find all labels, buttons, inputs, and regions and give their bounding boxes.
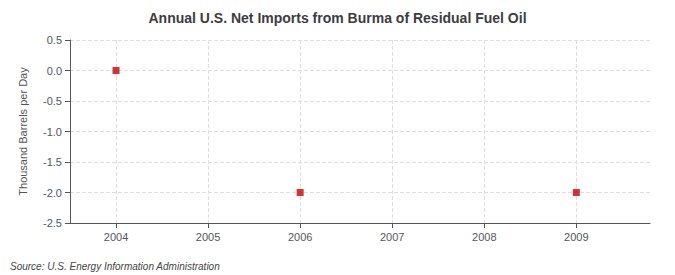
svg-text:0.5: 0.5 [47, 34, 62, 46]
svg-text:2006: 2006 [288, 231, 312, 243]
svg-text:2005: 2005 [196, 231, 220, 243]
svg-text:2008: 2008 [472, 231, 496, 243]
svg-text:2007: 2007 [380, 231, 404, 243]
svg-text:Source: U.S. Energy Informatio: Source: U.S. Energy Information Administ… [10, 261, 220, 272]
svg-text:-1.5: -1.5 [43, 156, 62, 168]
svg-text:Annual U.S. Net Imports from B: Annual U.S. Net Imports from Burma of Re… [148, 10, 526, 26]
svg-text:-2.0: -2.0 [43, 187, 62, 199]
svg-text:-2.5: -2.5 [43, 217, 62, 229]
svg-text:2004: 2004 [104, 231, 128, 243]
svg-text:Thousand Barrels per Day: Thousand Barrels per Day [17, 67, 29, 196]
svg-text:0.0: 0.0 [47, 65, 62, 77]
svg-text:-0.5: -0.5 [43, 95, 62, 107]
svg-text:2009: 2009 [564, 231, 588, 243]
svg-text:-1.0: -1.0 [43, 126, 62, 138]
